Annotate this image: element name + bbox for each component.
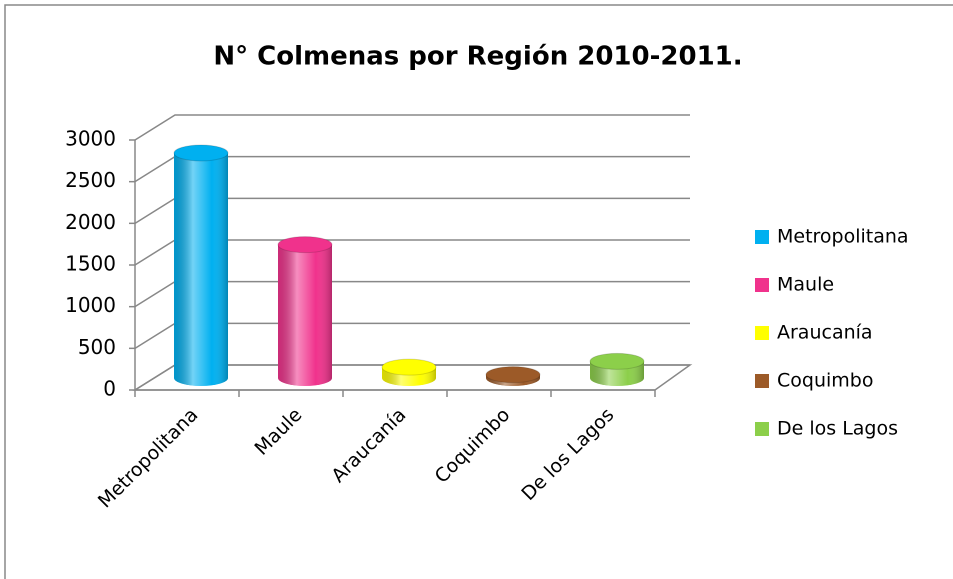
x-tick-label: Maule <box>251 404 307 460</box>
chart-title: N° Colmenas por Región 2010-2011. <box>213 42 742 72</box>
cylinder <box>173 144 229 386</box>
y-tick-label: 1500 <box>65 252 116 276</box>
legend-label: Coquimbo <box>777 370 873 392</box>
legend-label: De los Lagos <box>777 418 898 440</box>
legend-swatch <box>755 278 769 292</box>
cylinder-top <box>485 366 541 384</box>
chart-frame <box>4 4 953 579</box>
y-tick-label: 2000 <box>65 210 116 234</box>
x-tick-label: Metropolitana <box>94 404 203 513</box>
legend-swatch <box>755 422 769 436</box>
cylinder-top <box>277 236 333 254</box>
legend-label: Araucanía <box>777 322 873 344</box>
cylinder-shine <box>174 153 228 386</box>
cylinder <box>485 366 541 386</box>
cylinder-top <box>589 352 645 370</box>
y-tick-label: 1000 <box>65 293 116 317</box>
y-tick-label: 2500 <box>65 168 116 192</box>
legend-swatch <box>755 230 769 244</box>
legend-label: Metropolitana <box>777 226 909 248</box>
cylinder <box>589 352 645 386</box>
cylinder-shine <box>278 244 332 386</box>
cylinder-top <box>173 144 229 162</box>
x-tick-label: Araucanía <box>327 404 410 487</box>
legend-swatch <box>755 326 769 340</box>
y-tick-label: 0 <box>103 377 116 401</box>
x-tick-label: De los Lagos <box>517 404 618 505</box>
legend-label: Maule <box>777 274 834 296</box>
cylinder <box>381 358 437 386</box>
y-tick-label: 500 <box>78 335 116 359</box>
cylinder <box>277 236 333 386</box>
grid-line <box>134 114 690 141</box>
cylinder-top <box>381 358 437 376</box>
x-tick-label: Coquimbo <box>431 404 515 488</box>
y-tick-label: 3000 <box>65 127 116 151</box>
legend-swatch <box>755 374 769 388</box>
